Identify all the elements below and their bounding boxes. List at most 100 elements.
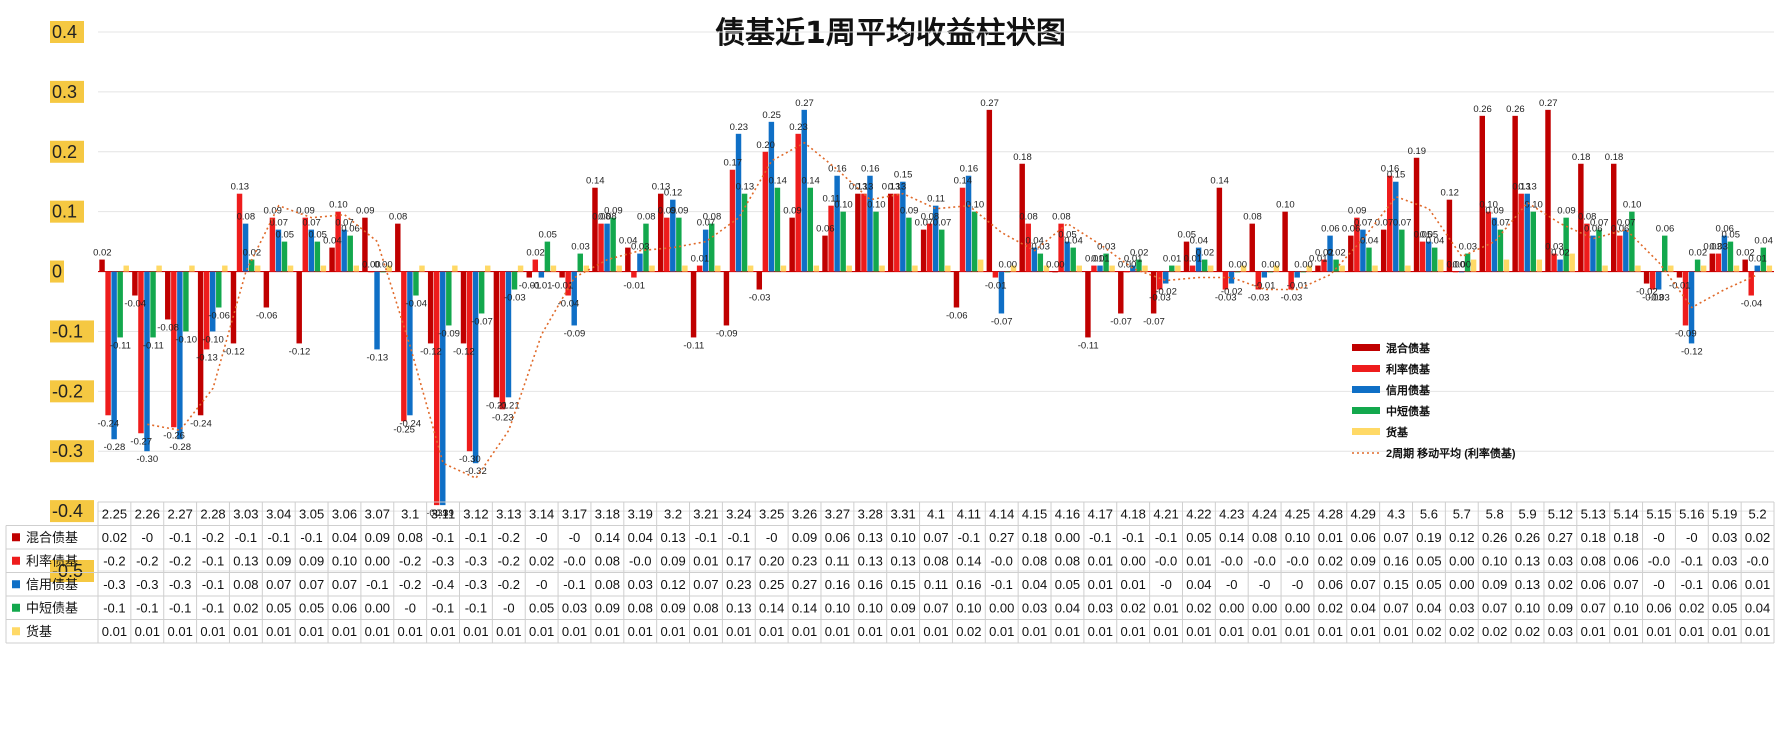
bar	[1360, 229, 1366, 272]
data-label: 0.13	[855, 182, 874, 193]
bar	[1419, 241, 1426, 272]
table-cell: 0.01	[858, 624, 883, 639]
bar	[427, 271, 434, 344]
table-cell: 0.18	[1022, 530, 1047, 545]
data-label: -0.07	[471, 316, 493, 327]
bar	[1431, 247, 1438, 272]
table-cell: 0.01	[1745, 577, 1770, 592]
bar	[676, 217, 682, 272]
data-label: 0.07	[335, 218, 354, 229]
x-category-label: 3.31	[890, 506, 915, 521]
x-category-label: 4.18	[1121, 506, 1146, 521]
table-series-label: 货基	[26, 624, 52, 639]
table-cell: 0.16	[858, 577, 883, 592]
table-cell: -0.1	[728, 530, 750, 545]
table-cell: 0.00	[1449, 553, 1474, 568]
table-cell: -0.1	[300, 530, 322, 545]
data-label: 0.08	[1052, 212, 1071, 223]
table-cell: 0.02	[956, 624, 981, 639]
bar	[1261, 271, 1268, 278]
bar	[1004, 271, 1011, 273]
table-cell: 0.20	[759, 553, 784, 568]
bar	[657, 193, 664, 272]
bar	[209, 271, 216, 332]
table-cell: -0.2	[399, 577, 421, 592]
table-legend-key	[12, 603, 20, 612]
bar	[1037, 253, 1044, 272]
legend-label: 中短债基	[1386, 404, 1431, 418]
bar	[604, 223, 610, 272]
x-category-label: 4.21	[1153, 506, 1178, 521]
bar	[1694, 259, 1701, 272]
data-label: 0.11	[927, 194, 945, 205]
bar	[1195, 247, 1202, 272]
table-cell: 0.09	[890, 600, 915, 615]
bar	[150, 271, 156, 338]
bar	[565, 271, 571, 296]
data-label: -0.13	[367, 352, 389, 363]
table-cell: -0.0	[1746, 553, 1768, 568]
bar	[637, 253, 643, 272]
bar	[741, 193, 748, 272]
bar	[855, 193, 861, 272]
data-label: 0.00	[1447, 260, 1466, 271]
bar	[598, 223, 604, 272]
data-label: 0.09	[900, 206, 919, 217]
bar	[789, 217, 795, 272]
data-label: 0.02	[243, 248, 262, 259]
data-label: 0.07	[269, 218, 288, 229]
y-tick-highlight	[50, 440, 94, 463]
data-label: -0.26	[163, 430, 185, 441]
legend-label: 货基	[1385, 425, 1409, 439]
table-cell: 0.23	[792, 553, 817, 568]
bar	[1446, 199, 1453, 272]
table-cell: 0.01	[1153, 600, 1178, 615]
bar	[111, 271, 117, 440]
data-label: 0.04	[1190, 236, 1209, 247]
bar	[846, 265, 852, 272]
bar	[505, 271, 512, 398]
bar	[992, 271, 999, 278]
data-label: 0.10	[1479, 200, 1498, 211]
bar	[1025, 223, 1031, 272]
data-label: 0.03	[1703, 242, 1722, 253]
data-label: 0.09	[356, 206, 375, 217]
bar	[571, 271, 577, 326]
table-cell: 0.09	[1351, 553, 1376, 568]
x-category-label: 3.07	[365, 506, 390, 521]
table-cell: 0.06	[1581, 577, 1606, 592]
data-label: 0.06	[1584, 224, 1603, 235]
table-cell: 0.14	[759, 600, 784, 615]
table-cell: 0.01	[595, 624, 620, 639]
table-cell: -0.2	[169, 553, 191, 568]
data-label: 0.05	[1178, 230, 1197, 241]
table-cell: -0.1	[169, 600, 191, 615]
data-label: 0.18	[1013, 152, 1032, 163]
bar	[702, 229, 709, 272]
table-cell: -0	[536, 577, 548, 592]
data-label: 0.00	[999, 260, 1018, 271]
table-cell: 0.02	[1482, 624, 1507, 639]
bar	[433, 271, 440, 506]
bar	[735, 133, 742, 272]
x-category-label: 3.21	[693, 506, 718, 521]
bar	[1249, 223, 1255, 272]
bar	[1563, 217, 1569, 272]
bar	[1150, 271, 1157, 314]
x-category-label: 2.28	[200, 506, 225, 521]
bar	[1201, 259, 1208, 272]
table-cell: 0.08	[398, 530, 423, 545]
legend-swatch	[1352, 428, 1380, 435]
table-cell: -0.1	[695, 530, 717, 545]
bar	[263, 271, 270, 308]
data-label: 0.02	[1551, 248, 1570, 259]
data-label: 0.09	[670, 206, 689, 217]
bar	[1512, 115, 1518, 272]
bar	[1491, 217, 1498, 272]
table-cell: 0.08	[1022, 553, 1047, 568]
bar	[99, 259, 105, 272]
data-label: 0.14	[801, 176, 820, 187]
data-label: 0.08	[1243, 212, 1262, 223]
data-label: 0.00	[1046, 260, 1065, 271]
